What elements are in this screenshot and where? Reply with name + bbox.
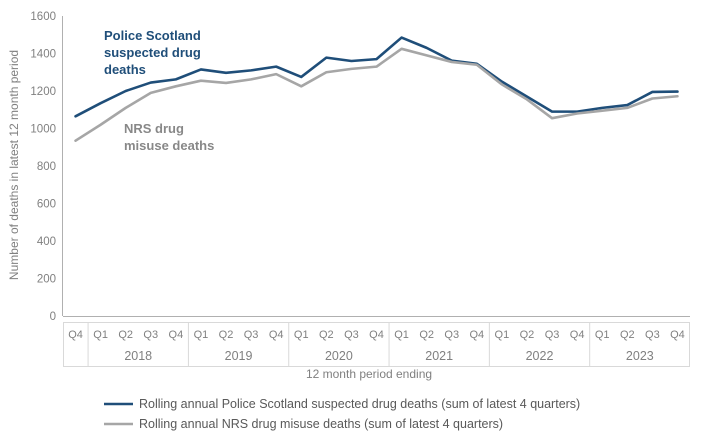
x-quarter-label: Q3 (344, 329, 359, 341)
y-tick-label: 0 (50, 311, 56, 323)
x-quarter-label: Q4 (169, 329, 184, 341)
x-quarter-label: Q2 (319, 329, 334, 341)
x-quarter-label: Q1 (394, 329, 409, 341)
x-year-label: 2021 (425, 349, 453, 363)
x-quarter-label: Q2 (219, 329, 234, 341)
y-tick-label: 200 (37, 274, 56, 286)
x-quarter-label: Q4 (670, 329, 685, 341)
x-quarter-label: Q1 (93, 329, 108, 341)
x-quarter-label: Q3 (444, 329, 459, 341)
x-quarter-label: Q3 (545, 329, 560, 341)
annotation-line: misuse deaths (124, 138, 214, 153)
x-quarter-label: Q4 (469, 329, 484, 341)
x-quarter-label: Q1 (495, 329, 510, 341)
legend-label-nrs: Rolling annual NRS drug misuse deaths (s… (139, 417, 503, 431)
y-tick-label: 1200 (30, 86, 56, 98)
annotation-line: Police Scotland (104, 28, 201, 43)
legend-label-police-scotland: Rolling annual Police Scotland suspected… (139, 397, 580, 411)
annotation-line: NRS drug (124, 121, 184, 136)
x-year-label: 2019 (225, 349, 253, 363)
x-quarter-label: Q2 (520, 329, 535, 341)
x-quarter-label: Q1 (595, 329, 610, 341)
x-quarter-label: Q3 (645, 329, 660, 341)
x-quarter-label: Q4 (269, 329, 284, 341)
y-axis-title: Number of deaths in latest 12 month peri… (7, 50, 21, 280)
x-quarter-label: Q2 (620, 329, 635, 341)
y-tick-label: 400 (37, 236, 56, 248)
x-year-label: 2022 (526, 349, 554, 363)
x-quarter-label: Q1 (194, 329, 209, 341)
y-axis-tick-labels: 0 200 400 600 800 1000 1200 1400 1600 (30, 11, 56, 323)
annotation-police-scotland: Police Scotland suspected drug deaths (104, 28, 201, 77)
x-quarter-label: Q4 (68, 329, 83, 341)
x-year-label: 2018 (124, 349, 152, 363)
x-axis: Q4 Q1 Q2 Q3 Q4 2018 Q1 Q2 Q3 Q4 2019 Q1 Q2 Q3 Q4 2020 Q1… (63, 316, 690, 367)
x-quarter-label: Q4 (369, 329, 384, 341)
x-quarter-label: Q3 (143, 329, 158, 341)
series-line (74, 36, 679, 118)
annotation-line: suspected drug (104, 45, 201, 60)
y-tick-label: 800 (37, 161, 56, 173)
x-year-label: 2020 (325, 349, 353, 363)
series-line (74, 47, 679, 142)
x-quarter-label: Q2 (118, 329, 133, 341)
x-quarter-label: Q3 (244, 329, 259, 341)
y-axis-title-group: Number of deaths in latest 12 month peri… (7, 50, 21, 280)
y-tick-label: 1000 (30, 124, 56, 136)
y-tick-label: 600 (37, 199, 56, 211)
annotation-nrs: NRS drug misuse deaths (124, 121, 214, 153)
x-quarter-label: Q2 (419, 329, 434, 341)
y-tick-label: 1400 (30, 49, 56, 61)
x-year-label: 2023 (626, 349, 654, 363)
x-axis-title: 12 month period ending (306, 367, 432, 381)
x-quarter-label: Q4 (570, 329, 585, 341)
annotation-line: deaths (104, 62, 146, 77)
legend: Rolling annual Police Scotland suspected… (104, 397, 580, 431)
series-lines (74, 36, 679, 142)
x-quarter-label: Q1 (294, 329, 309, 341)
y-tick-label: 1600 (30, 11, 56, 23)
